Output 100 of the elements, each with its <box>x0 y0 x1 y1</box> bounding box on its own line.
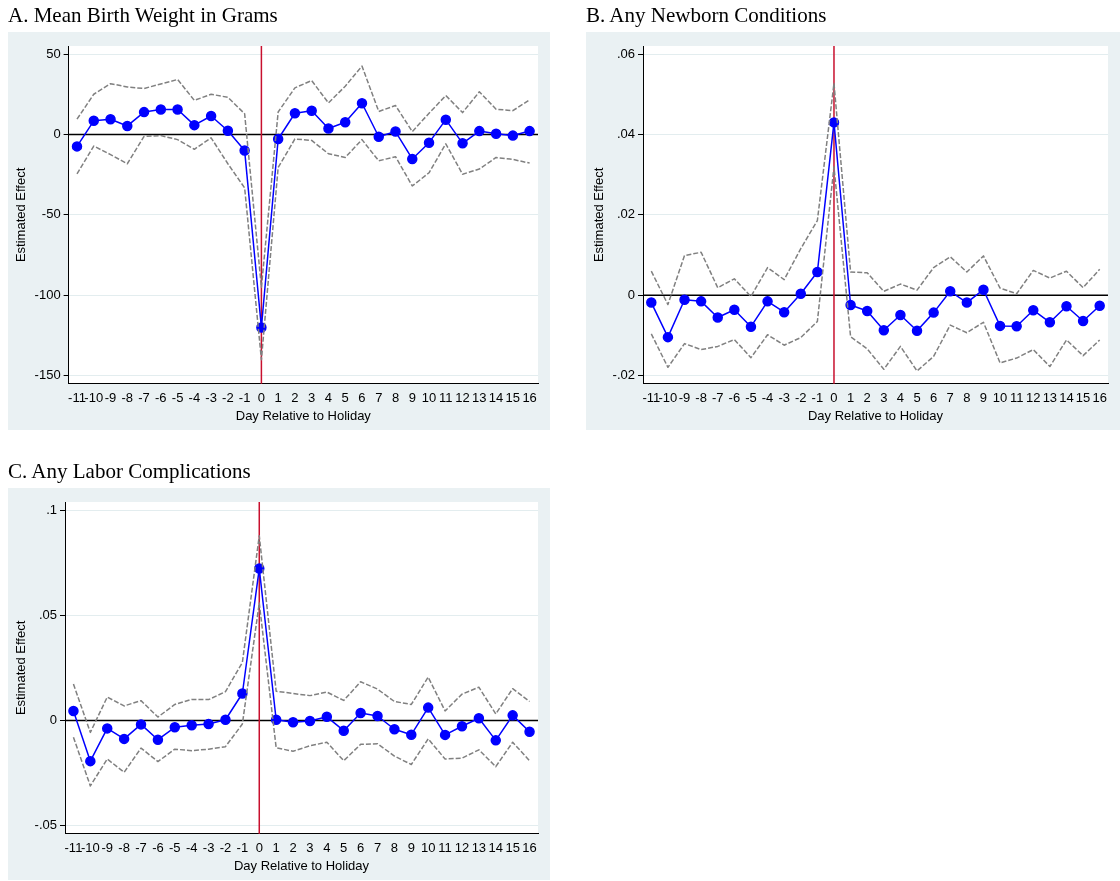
x-tick-label: 13 <box>1042 390 1058 406</box>
point <box>71 141 83 152</box>
point <box>423 137 435 148</box>
x-tick-label: -3 <box>778 390 790 406</box>
x-tick-label: 5 <box>341 390 349 406</box>
x-tick-label: -6 <box>152 840 164 856</box>
point <box>928 307 939 318</box>
point <box>287 717 299 728</box>
point <box>679 294 690 305</box>
x-tick-label: -3 <box>205 390 217 406</box>
y-tick-label: .05 <box>38 606 57 622</box>
y-axis-title: Estimated Effect <box>591 167 607 263</box>
line-series <box>76 65 531 289</box>
line-series <box>650 82 1101 306</box>
point <box>189 119 200 131</box>
point <box>1077 315 1089 327</box>
x-tick-label: 1 <box>846 390 855 406</box>
point <box>490 735 502 746</box>
x-tick-label: 12 <box>454 840 470 856</box>
line-series <box>76 134 531 361</box>
x-tick-label: -10 <box>84 390 104 406</box>
x-tick-label: -8 <box>121 390 134 406</box>
x-axis-title: Day Relative to Holiday <box>235 407 372 423</box>
point <box>911 325 923 336</box>
x-tick-label: -1 <box>236 840 249 856</box>
x-tick-label: -5 <box>169 840 181 856</box>
point <box>695 296 707 307</box>
y-tick-label: -50 <box>41 206 61 222</box>
point <box>861 305 873 317</box>
y-tick-label: 0 <box>627 286 635 302</box>
point <box>944 286 956 297</box>
point <box>524 125 535 137</box>
x-tick-label: -11 <box>64 840 83 856</box>
point <box>961 297 973 308</box>
x-axis-title: Day Relative to Holiday <box>807 407 944 423</box>
point <box>1094 300 1105 312</box>
y-tick-label: .06 <box>616 45 635 61</box>
point <box>373 131 384 142</box>
x-tick-label: 8 <box>391 390 400 406</box>
point <box>778 306 790 318</box>
point <box>762 296 773 307</box>
point <box>439 729 451 741</box>
y-tick-label: -.02 <box>612 367 635 383</box>
point <box>440 114 452 125</box>
x-tick-label: -2 <box>219 840 232 856</box>
x-tick-label: 0 <box>255 840 263 856</box>
x-tick-label: -9 <box>104 390 117 406</box>
point <box>524 726 535 737</box>
x-tick-label: 6 <box>358 390 366 406</box>
x-tick-label: -6 <box>155 390 167 406</box>
point <box>845 299 856 311</box>
point <box>338 725 349 736</box>
x-tick-label: 4 <box>896 390 905 406</box>
y-tick-label: .02 <box>616 206 635 222</box>
x-tick-label: 14 <box>488 390 504 406</box>
y-tick-label: -100 <box>34 286 61 302</box>
y-tick-label: 0 <box>49 711 57 727</box>
y-tick-label: -150 <box>34 367 61 383</box>
point <box>1011 321 1022 332</box>
point <box>304 715 316 727</box>
x-axis-title: Day Relative to Holiday <box>233 857 370 873</box>
x-tick-label: 15 <box>505 840 520 856</box>
x-tick-label: 15 <box>505 390 521 406</box>
point <box>321 711 333 723</box>
x-tick-label: -11 <box>642 390 661 406</box>
x-tick-label: 5 <box>913 390 921 406</box>
point <box>978 284 989 295</box>
x-tick-label: -2 <box>222 390 234 406</box>
point <box>239 145 250 156</box>
x-tick-label: 3 <box>880 390 888 406</box>
point <box>289 107 301 119</box>
point <box>135 719 147 730</box>
x-tick-label: 9 <box>979 390 988 406</box>
y-tick-label: .04 <box>616 126 635 142</box>
y-tick-label: .1 <box>46 501 57 517</box>
x-tick-label: -7 <box>711 390 724 406</box>
x-tick-label: 7 <box>946 390 954 406</box>
x-tick-label: 1 <box>274 390 282 406</box>
point <box>339 117 351 128</box>
x-tick-label: 6 <box>930 390 938 406</box>
y-axis-title: Estimated Effect <box>13 620 29 716</box>
x-tick-label: -5 <box>171 390 184 406</box>
x-tick-label: -11 <box>68 390 86 406</box>
x-tick-label: -2 <box>794 390 807 406</box>
point <box>222 125 234 137</box>
x-tick-label: 10 <box>992 390 1008 406</box>
point <box>745 321 757 332</box>
x-tick-label: 7 <box>373 840 382 856</box>
x-tick-label: 10 <box>420 840 436 856</box>
x-tick-label: 14 <box>488 840 503 856</box>
x-tick-label: -4 <box>185 840 198 856</box>
point <box>68 705 79 717</box>
x-tick-label: 11 <box>439 390 453 406</box>
chart-title: B. Any Newborn Conditions <box>586 2 828 29</box>
point <box>372 710 383 722</box>
point <box>507 130 519 141</box>
point <box>729 304 740 316</box>
point <box>490 128 502 139</box>
y-axis-title: Estimated Effect <box>13 167 29 263</box>
point <box>155 104 167 115</box>
